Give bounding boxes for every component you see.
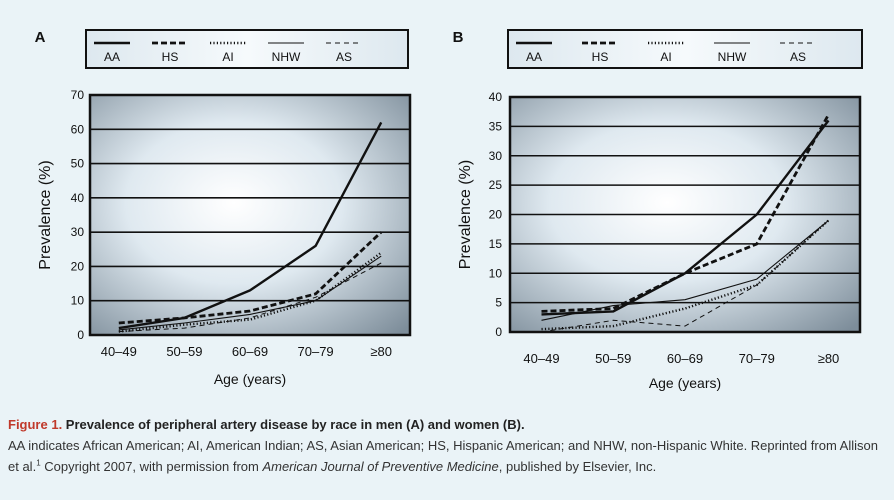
caption-text-2: Copyright 2007, with permission from (40, 459, 263, 474)
x-tick-label: 60–69 (232, 344, 268, 359)
series-line-aa (541, 119, 830, 316)
series-line-ai (541, 219, 830, 331)
y-tick-label: 25 (489, 178, 503, 192)
legend-label-ai: AI (660, 50, 671, 64)
legend-label-hs: HS (592, 50, 609, 64)
panel-b: B AA HS AI NHW AS 0 5 10 15 20 25 30 35 40 40–49 50–59 60… (453, 29, 863, 391)
caption-title: Prevalence of peripheral artery disease … (62, 417, 525, 432)
plot-area (88, 93, 412, 337)
y-tick-label: 35 (489, 119, 503, 133)
y-tick-label: 40 (71, 191, 85, 205)
legend-label-as: AS (336, 50, 352, 64)
x-tick-label: 70–79 (739, 351, 775, 366)
y-tick-label: 60 (71, 122, 85, 136)
x-axis-title: Age (years) (649, 375, 721, 391)
caption-text-3: , published by Elsevier, Inc. (498, 459, 657, 474)
y-tick-label: 30 (489, 149, 503, 163)
legend-label-hs: HS (162, 50, 179, 64)
caption-body: AA indicates African American; AI, Ameri… (8, 435, 888, 477)
x-tick-label: 50–59 (595, 351, 631, 366)
y-tick-label: 20 (71, 259, 85, 273)
legend-label-aa: AA (526, 50, 542, 64)
x-tick-label: 60–69 (667, 351, 703, 366)
legend-label-nhw: NHW (718, 50, 747, 64)
legend-label-nhw: NHW (272, 50, 301, 64)
legend-label-as: AS (790, 50, 806, 64)
legend-label-aa: AA (104, 50, 120, 64)
panel-label: B (453, 29, 464, 46)
y-tick-label: 40 (489, 90, 503, 104)
x-tick-label: ≥80 (818, 351, 840, 366)
y-tick-label: 30 (71, 225, 85, 239)
x-tick-label: 50–59 (166, 344, 202, 359)
y-tick-label: 0 (77, 328, 84, 342)
legend-box (507, 29, 863, 69)
caption-text-1: AA indicates African American; AI, Ameri… (8, 438, 878, 474)
series-line-hs (541, 113, 830, 313)
y-tick-label: 10 (71, 294, 85, 308)
y-tick-label: 20 (489, 208, 503, 222)
legend-label-ai: AI (222, 50, 233, 64)
y-axis-title: Prevalence (%) (37, 160, 54, 269)
legend-box (85, 29, 409, 69)
series-line-as (118, 262, 382, 333)
series-line-nhw (541, 219, 829, 321)
caption-superscript: 1 (36, 458, 41, 468)
y-axis-title: Prevalence (%) (457, 160, 474, 269)
figure-caption: Figure 1. Prevalence of peripheral arter… (8, 414, 888, 477)
x-axis-title: Age (years) (214, 371, 286, 387)
x-tick-label: ≥80 (370, 344, 392, 359)
series-line-aa (118, 121, 383, 330)
x-tick-label: 40–49 (101, 344, 137, 359)
series-line-hs (118, 231, 383, 325)
caption-journal: American Journal of Preventive Medicine (262, 459, 499, 474)
caption-title-line: Figure 1. Prevalence of peripheral arter… (8, 414, 888, 435)
y-tick-label: 5 (495, 296, 502, 310)
y-tick-label: 10 (489, 266, 503, 280)
y-tick-label: 15 (489, 237, 503, 251)
series-line-as (541, 220, 829, 333)
figure-label: Figure 1. (8, 417, 63, 432)
x-tick-label: 40–49 (523, 351, 559, 366)
panel-label: A (35, 29, 46, 46)
y-tick-label: 50 (71, 157, 85, 171)
y-tick-label: 0 (495, 325, 502, 339)
x-tick-label: 70–79 (298, 344, 334, 359)
y-tick-label: 70 (71, 88, 85, 102)
